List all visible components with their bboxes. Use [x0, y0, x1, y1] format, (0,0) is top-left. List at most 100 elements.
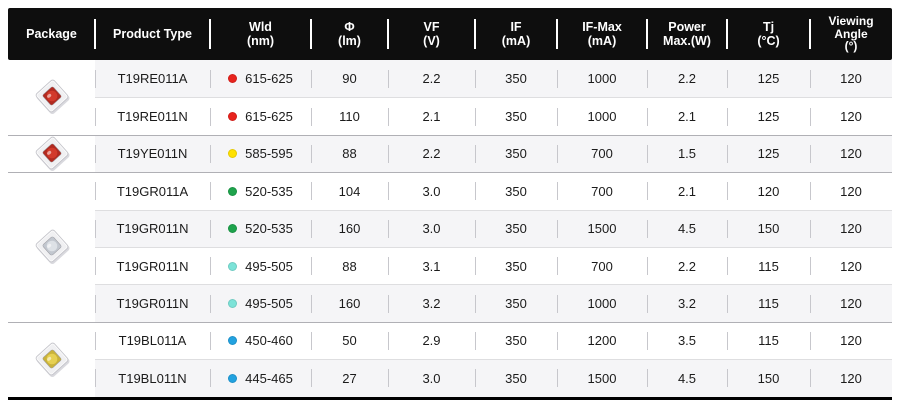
cell-vf: 3.2	[388, 284, 475, 322]
led-package-image	[35, 342, 69, 377]
cell-phi: 88	[311, 134, 388, 173]
cell-wld: 615-625	[210, 97, 311, 135]
led-package-image	[35, 230, 69, 265]
cell-if: 350	[475, 134, 557, 173]
table-bottom-rule	[8, 396, 892, 400]
cell-if: 350	[475, 60, 557, 98]
cell-product-type: T19GR011A	[95, 172, 210, 210]
header-if: IF (mA)	[475, 8, 557, 60]
cell-tj: 120	[727, 172, 810, 210]
cell-product-type: T19GR011N	[95, 209, 210, 247]
cell-wld: 495-505	[210, 284, 311, 322]
wavelength-color-dot	[228, 373, 238, 383]
wavelength-color-dot	[228, 224, 238, 234]
cell-wld: 450-460	[210, 321, 311, 360]
package-cell	[8, 60, 95, 135]
header-if-max: IF-Max (mA)	[557, 8, 647, 60]
cell-if: 350	[475, 359, 557, 397]
cell-viewing-angle: 120	[810, 97, 892, 135]
cell-phi: 88	[311, 246, 388, 285]
cell-vf: 3.1	[388, 246, 475, 285]
header-power-max: Power Max.(W)	[647, 8, 727, 60]
cell-product-type: T19RE011N	[95, 97, 210, 135]
cell-viewing-angle: 120	[810, 284, 892, 322]
wavelength-color-dot	[228, 74, 238, 84]
cell-vf: 2.1	[388, 97, 475, 135]
cell-product-type: T19BL011A	[95, 321, 210, 360]
cell-product-type: T19YE011N	[95, 134, 210, 173]
cell-if-max: 1000	[557, 60, 647, 98]
cell-product-type: T19RE011A	[95, 60, 210, 98]
cell-wld: 520-535	[210, 172, 311, 210]
package-cell	[8, 321, 95, 397]
cell-wld: 585-595	[210, 134, 311, 173]
cell-if-max: 700	[557, 134, 647, 173]
header-phi: Φ (lm)	[311, 8, 388, 60]
cell-viewing-angle: 120	[810, 359, 892, 397]
cell-power-max: 2.1	[647, 172, 727, 210]
wavelength-color-dot	[228, 149, 238, 159]
cell-tj: 115	[727, 246, 810, 285]
cell-tj: 125	[727, 134, 810, 173]
cell-if: 350	[475, 172, 557, 210]
cell-wld: 615-625	[210, 60, 311, 98]
wavelength-color-dot	[228, 112, 238, 122]
package-cell	[8, 134, 95, 173]
cell-if: 350	[475, 246, 557, 285]
cell-tj: 150	[727, 209, 810, 247]
cell-if-max: 1000	[557, 97, 647, 135]
package-cell	[8, 172, 95, 322]
cell-phi: 160	[311, 209, 388, 247]
cell-vf: 2.9	[388, 321, 475, 360]
cell-phi: 27	[311, 359, 388, 397]
cell-product-type: T19GR011N	[95, 284, 210, 322]
cell-if: 350	[475, 321, 557, 360]
cell-viewing-angle: 120	[810, 209, 892, 247]
cell-power-max: 4.5	[647, 209, 727, 247]
header-tj: Tj (°C)	[727, 8, 810, 60]
cell-power-max: 4.5	[647, 359, 727, 397]
cell-power-max: 1.5	[647, 134, 727, 173]
cell-vf: 3.0	[388, 172, 475, 210]
cell-if-max: 700	[557, 172, 647, 210]
cell-if-max: 1500	[557, 359, 647, 397]
cell-viewing-angle: 120	[810, 134, 892, 173]
cell-if: 350	[475, 209, 557, 247]
cell-wld: 520-535	[210, 209, 311, 247]
led-package-image	[35, 80, 69, 115]
header-product-type: Product Type	[95, 8, 210, 60]
cell-phi: 160	[311, 284, 388, 322]
cell-wld: 495-505	[210, 246, 311, 285]
led-spec-table: Package Product Type Wld (nm) Φ (lm) VF …	[8, 8, 892, 400]
header-vf: VF (V)	[388, 8, 475, 60]
header-package: Package	[26, 27, 77, 41]
cell-phi: 90	[311, 60, 388, 98]
cell-power-max: 3.5	[647, 321, 727, 360]
cell-tj: 125	[727, 60, 810, 98]
cell-product-type: T19BL011N	[95, 359, 210, 397]
cell-viewing-angle: 120	[810, 246, 892, 285]
cell-power-max: 2.1	[647, 97, 727, 135]
cell-tj: 115	[727, 321, 810, 360]
cell-vf: 2.2	[388, 60, 475, 98]
cell-viewing-angle: 120	[810, 321, 892, 360]
cell-tj: 150	[727, 359, 810, 397]
header-viewing-angle: Viewing Angle (°)	[810, 8, 892, 60]
cell-tj: 115	[727, 284, 810, 322]
cell-power-max: 2.2	[647, 246, 727, 285]
cell-power-max: 3.2	[647, 284, 727, 322]
cell-if-max: 1000	[557, 284, 647, 322]
cell-phi: 50	[311, 321, 388, 360]
cell-if-max: 1500	[557, 209, 647, 247]
cell-if-max: 1200	[557, 321, 647, 360]
cell-wld: 445-465	[210, 359, 311, 397]
cell-phi: 104	[311, 172, 388, 210]
cell-viewing-angle: 120	[810, 172, 892, 210]
cell-if-max: 700	[557, 246, 647, 285]
cell-viewing-angle: 120	[810, 60, 892, 98]
wavelength-color-dot	[228, 299, 238, 309]
cell-vf: 3.0	[388, 359, 475, 397]
header-wld: Wld (nm)	[210, 8, 311, 60]
cell-vf: 2.2	[388, 134, 475, 173]
